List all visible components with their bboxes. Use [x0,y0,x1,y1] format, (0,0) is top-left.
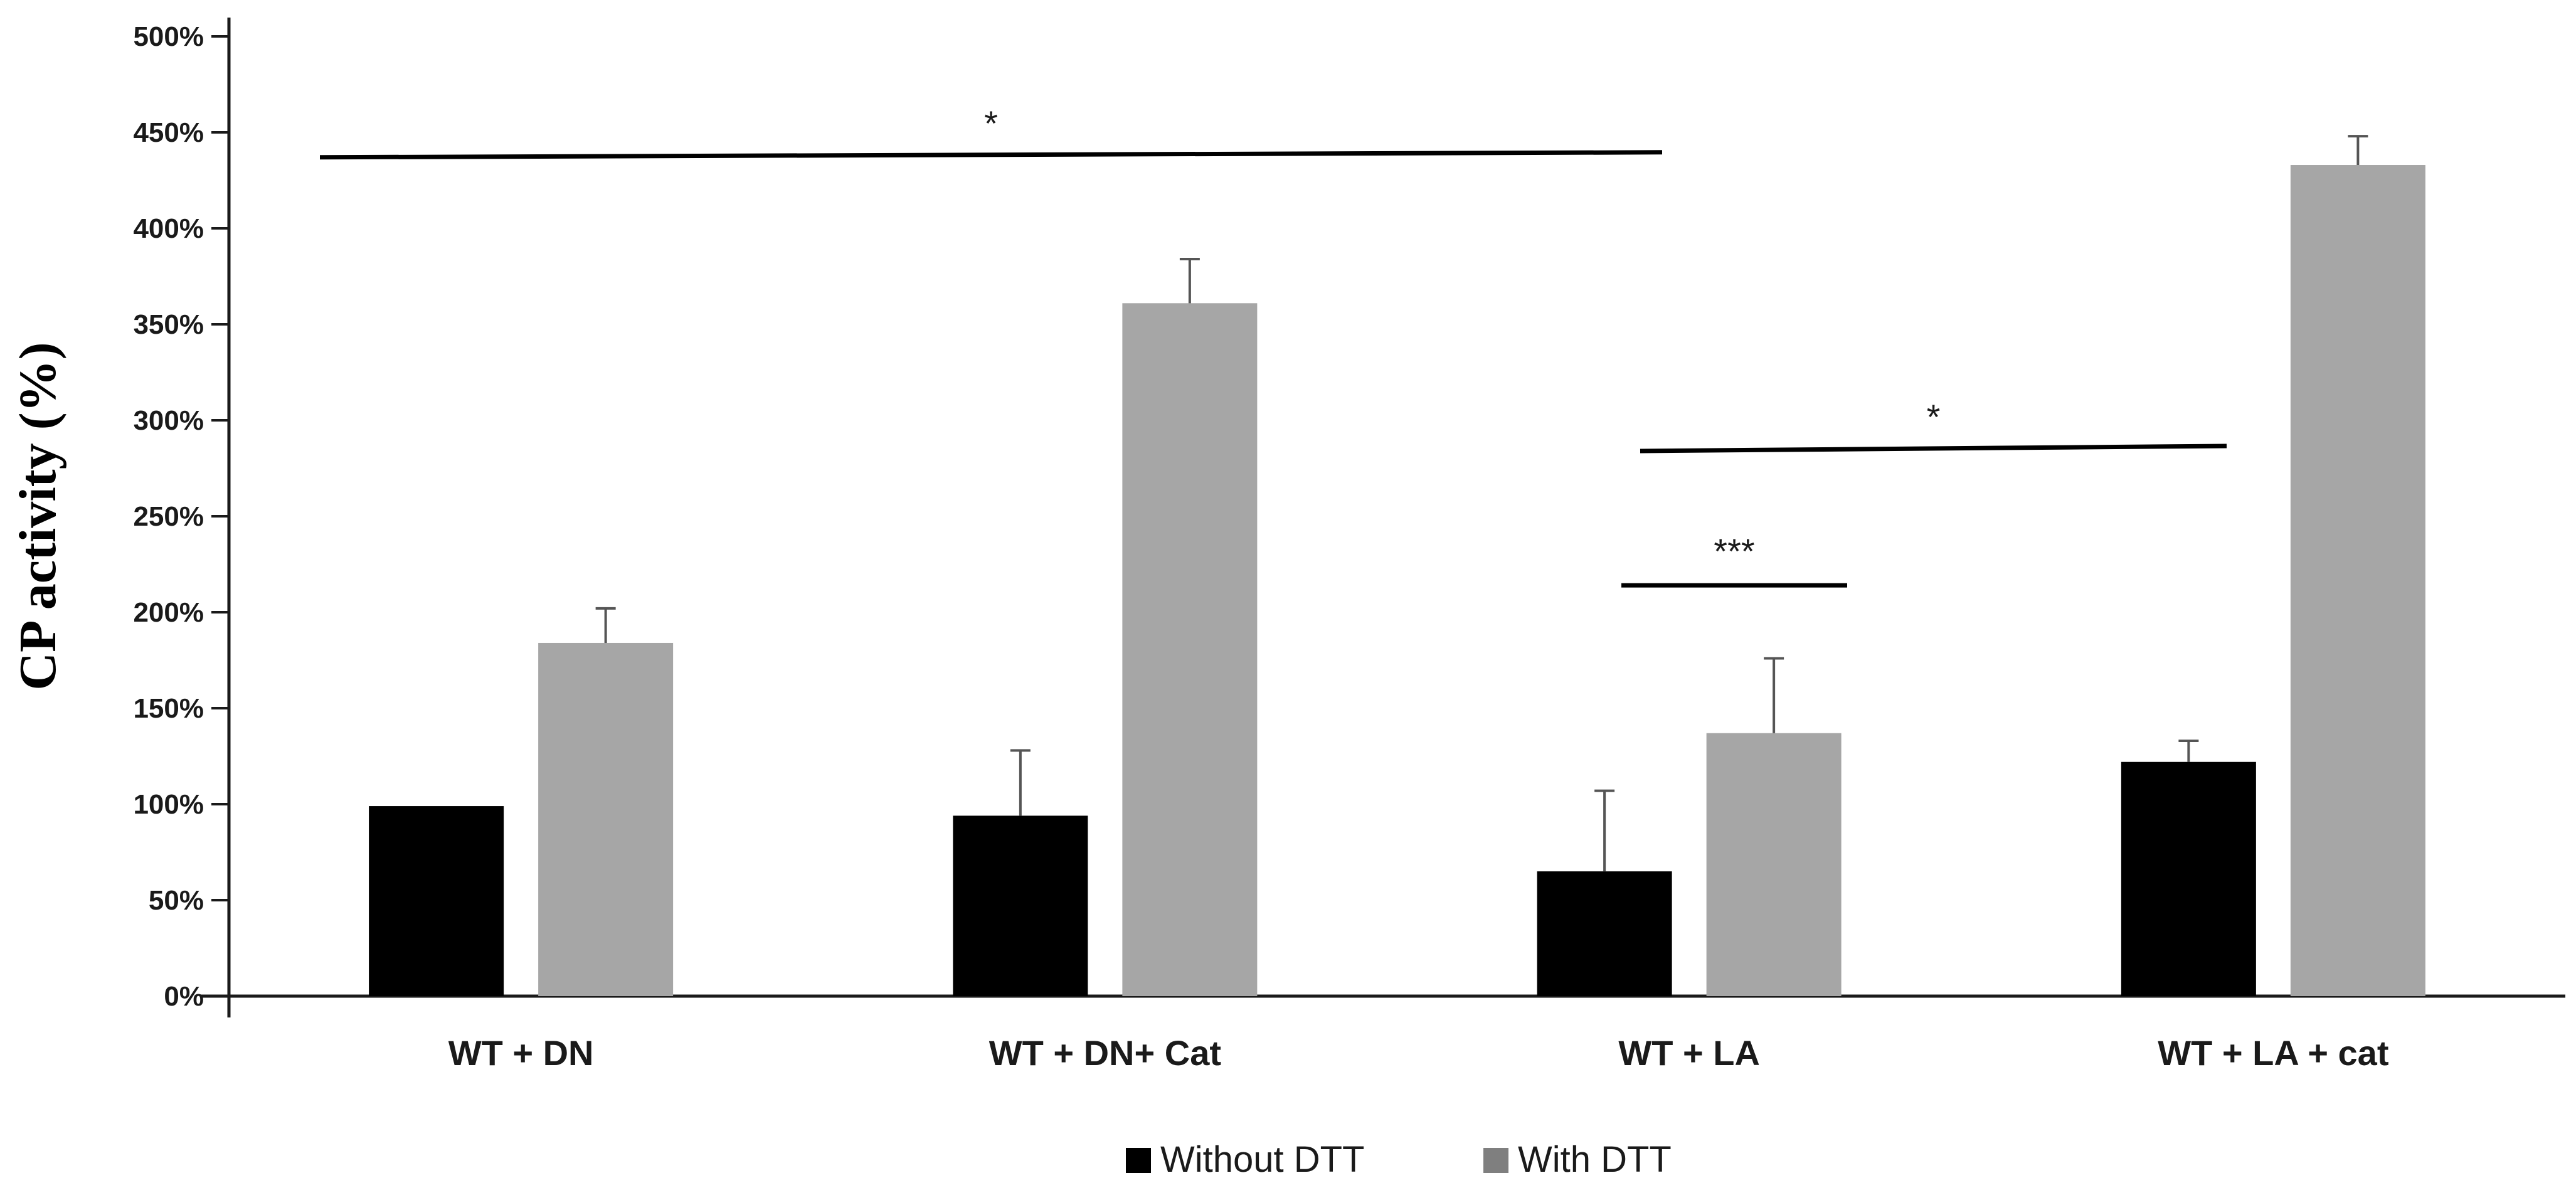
y-tick-label: 250% [133,501,204,532]
bar-without-dtt [369,806,504,996]
bar-without-dtt [1537,871,1672,996]
y-axis-title: CP activity (%) [9,342,67,690]
y-ticks: 0% 50% 100% 150% 200% 250% 300% 350% 400% 450% 500… [133,21,229,1012]
category-labels: WT + DN WT + DN+ Cat WT + LA WT + LA + cat [448,1033,2389,1073]
y-tick-label: 100% [133,789,204,820]
y-tick-label: 450% [133,117,204,148]
significance-label: * [1927,397,1941,437]
y-tick-label: 150% [133,693,204,724]
bar-with-dtt [2290,165,2425,996]
legend-label: Without DTT [1160,1139,1365,1180]
bar-with-dtt [1706,733,1842,996]
bar-without-dtt [953,815,1088,996]
significance-label: *** [1714,531,1754,571]
y-tick-label: 300% [133,405,204,436]
legend-label: With DTT [1518,1139,1672,1180]
category-label: WT + LA + cat [2158,1033,2388,1073]
y-tick-label: 400% [133,213,204,244]
legend-swatch [1483,1148,1508,1173]
bar-with-dtt [538,642,674,996]
y-tick-label: 0% [164,981,204,1012]
significance-label: * [984,104,998,143]
legend: Without DTT With DTT [1126,1139,1672,1180]
significance-line [319,150,1663,160]
significance-annotations: ***** [319,104,2227,588]
bars [369,165,2425,997]
y-tick-label: 200% [133,597,204,628]
y-tick-label: 350% [133,309,204,340]
category-label: WT + DN [448,1033,594,1073]
bar-with-dtt [1122,303,1258,997]
y-tick-label: 50% [149,885,204,916]
category-label: WT + DN+ Cat [989,1033,1221,1073]
category-label: WT + LA [1618,1033,1760,1073]
error-bars [595,135,2368,872]
significance-line [1640,443,2227,454]
bar-without-dtt [2121,762,2256,996]
y-tick-label: 500% [133,21,204,52]
legend-swatch [1126,1148,1151,1173]
